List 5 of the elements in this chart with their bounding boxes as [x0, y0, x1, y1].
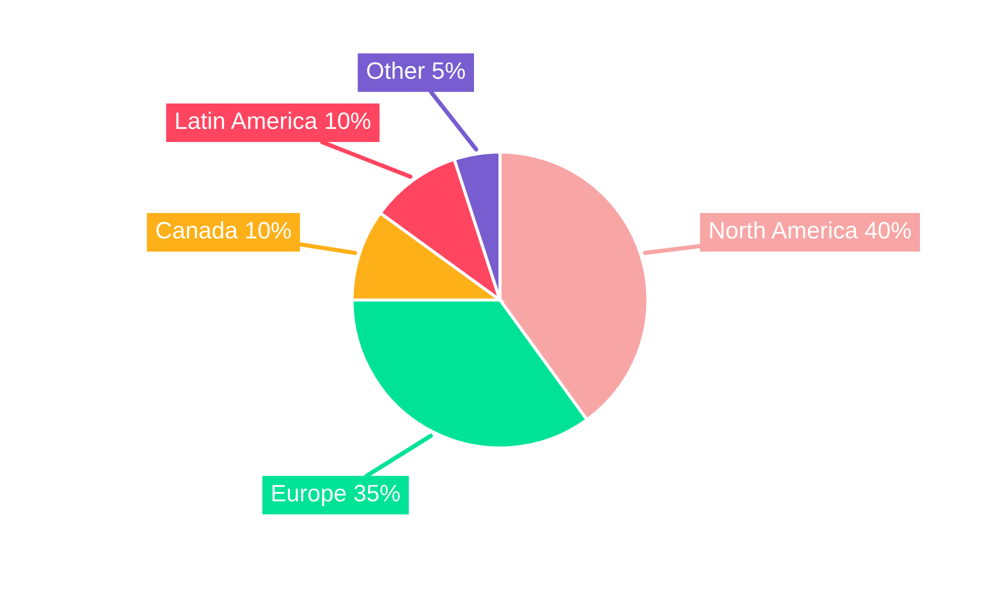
- slice-label: North America 40%: [710, 221, 911, 239]
- slice-label: Latin America 10%: [176, 112, 370, 130]
- slice-label: Other 5%: [367, 62, 465, 79]
- slice-label: Europe 35%: [272, 484, 400, 506]
- slice-label: Canada 10%: [156, 221, 291, 239]
